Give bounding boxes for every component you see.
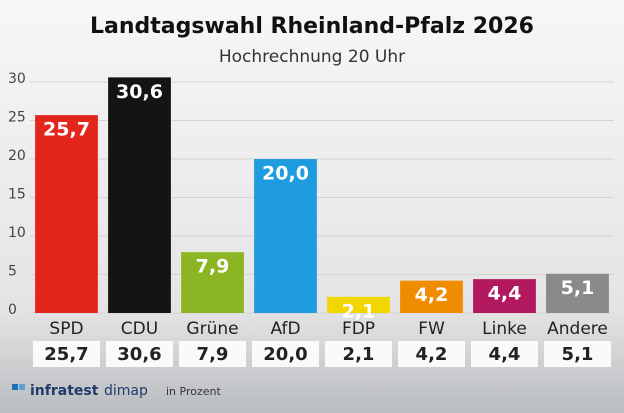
- bar: [546, 273, 609, 313]
- source-logo: dimap: [104, 383, 148, 399]
- source-logo: infratest: [30, 383, 99, 399]
- table-value: 4,4: [489, 344, 521, 365]
- x-tick-label: CDU: [121, 319, 158, 339]
- x-tick-label: Grüne: [186, 319, 238, 339]
- x-tick-label: FDP: [342, 319, 375, 339]
- value-label: 5,1: [561, 277, 595, 299]
- value-cell: [398, 341, 465, 367]
- chart-subtitle: Hochrechnung 20 Uhr: [219, 47, 405, 67]
- bar: [327, 296, 390, 313]
- value-cell: [252, 341, 319, 367]
- value-label: 25,7: [43, 119, 90, 141]
- x-tick-label: FW: [418, 319, 445, 339]
- x-tick-label: Linke: [482, 319, 527, 339]
- y-tick-label: 25: [8, 110, 26, 126]
- value-cell: [544, 341, 611, 367]
- y-tick-label: 15: [8, 187, 26, 203]
- y-tick-label: 5: [8, 264, 17, 280]
- value-label: 20,0: [262, 163, 309, 185]
- x-tick-label: AfD: [270, 319, 300, 339]
- table-value: 4,2: [416, 344, 448, 365]
- chart-title: Landtagswahl Rheinland-Pfalz 2026: [90, 14, 534, 39]
- value-label: 30,6: [116, 81, 163, 103]
- logo-mark: [19, 384, 25, 390]
- note: in Prozent: [166, 385, 221, 398]
- value-label: 7,9: [196, 256, 230, 278]
- bar: [108, 77, 171, 313]
- value-cell: [179, 341, 246, 367]
- table-value: 20,0: [263, 344, 307, 365]
- x-tick-label: Andere: [547, 319, 608, 339]
- value-label: 4,4: [488, 283, 522, 305]
- y-tick-label: 10: [8, 225, 26, 241]
- bar: [400, 280, 463, 313]
- bar: [254, 159, 317, 313]
- value-label: 2,1: [342, 300, 376, 322]
- table-value: 2,1: [343, 344, 375, 365]
- table-value: 5,1: [562, 344, 594, 365]
- table-value: 30,6: [117, 344, 161, 365]
- y-tick-label: 0: [8, 302, 17, 318]
- logo-mark: [12, 384, 18, 390]
- value-cell: [106, 341, 173, 367]
- y-tick-label: 30: [8, 71, 26, 87]
- bar: [473, 279, 536, 313]
- value-label: 4,2: [415, 284, 449, 306]
- bar: [181, 252, 244, 313]
- value-cell: [33, 341, 100, 367]
- value-cell: [471, 341, 538, 367]
- bar: [35, 115, 98, 313]
- y-tick-label: 20: [8, 148, 26, 164]
- value-cell: [325, 341, 392, 367]
- table-value: 25,7: [44, 344, 88, 365]
- x-tick-label: SPD: [49, 319, 83, 339]
- table-value: 7,9: [197, 344, 229, 365]
